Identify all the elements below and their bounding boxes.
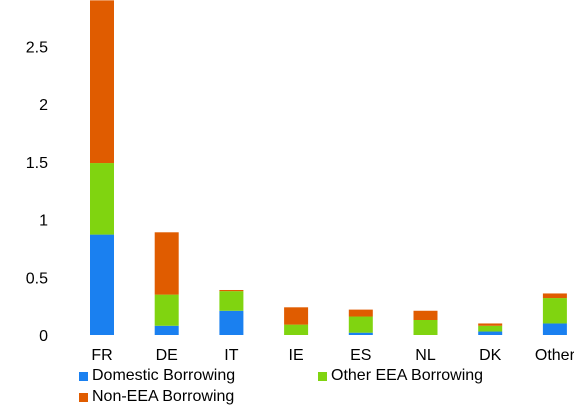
bar-nl-non-eea bbox=[413, 310, 438, 320]
y-tick-label: 0 bbox=[39, 328, 48, 345]
bar-it-other-eea bbox=[219, 291, 244, 311]
bar-ie-other-eea bbox=[284, 324, 309, 335]
legend-item-non-eea: Non-EEA Borrowing bbox=[79, 388, 234, 406]
stacked-bar-chart: 0 0.5 1 1.5 2 2.5 FR DE IT IE ES NL DK Other bbox=[26, 0, 574, 364]
x-tick-label: NL bbox=[415, 347, 436, 364]
bar-fr-domestic bbox=[90, 234, 114, 335]
legend: Domestic Borrowing Other EEA Borrowing N… bbox=[79, 364, 569, 408]
bar-de-other-eea bbox=[154, 294, 179, 326]
bar-it-domestic bbox=[219, 310, 244, 335]
x-tick-label: DK bbox=[479, 347, 502, 364]
x-axis: FR DE IT IE ES NL DK Other bbox=[91, 347, 574, 364]
bar-dk-domestic bbox=[478, 331, 503, 335]
bar-es-domestic bbox=[348, 332, 373, 335]
legend-swatch-non-eea bbox=[79, 392, 88, 402]
y-tick-label: 2.5 bbox=[26, 40, 48, 57]
x-tick-label: DE bbox=[156, 347, 178, 364]
bar-dk-non-eea bbox=[478, 323, 503, 326]
bar-dk-other-eea bbox=[478, 325, 503, 332]
bar-other-non-eea bbox=[542, 293, 567, 299]
x-tick-label: Other bbox=[535, 347, 574, 364]
bar-es-non-eea bbox=[348, 309, 373, 317]
bar-es-other-eea bbox=[348, 316, 373, 333]
bar-de-domestic bbox=[154, 325, 179, 335]
bars bbox=[90, 0, 567, 335]
y-tick-label: 0.5 bbox=[26, 270, 48, 287]
bar-other-other-eea bbox=[542, 298, 567, 324]
x-tick-label: IT bbox=[224, 347, 238, 364]
bar-ie-non-eea bbox=[284, 307, 309, 325]
legend-swatch-domestic bbox=[79, 371, 88, 381]
bar-fr-non-eea bbox=[90, 0, 114, 164]
legend-swatch-other-eea bbox=[318, 371, 327, 381]
y-axis: 0 0.5 1 1.5 2 2.5 bbox=[26, 40, 48, 346]
y-tick-label: 1 bbox=[39, 213, 48, 230]
bar-it-non-eea bbox=[219, 289, 244, 292]
legend-label-domestic: Domestic Borrowing bbox=[92, 367, 236, 384]
y-tick-label: 1.5 bbox=[26, 155, 48, 172]
bar-fr-other-eea bbox=[90, 163, 114, 235]
x-tick-label: FR bbox=[91, 347, 112, 364]
legend-item-domestic: Domestic Borrowing bbox=[79, 367, 235, 385]
bar-de-non-eea bbox=[154, 232, 179, 295]
legend-item-other-eea: Other EEA Borrowing bbox=[318, 367, 483, 385]
legend-label-other-eea: Other EEA Borrowing bbox=[331, 367, 484, 384]
x-tick-label: IE bbox=[289, 347, 304, 364]
legend-label-non-eea: Non-EEA Borrowing bbox=[92, 388, 235, 405]
y-tick-label: 2 bbox=[39, 97, 48, 114]
bar-nl-other-eea bbox=[413, 319, 438, 335]
bar-other-domestic bbox=[542, 323, 567, 335]
x-tick-label: ES bbox=[350, 347, 371, 364]
